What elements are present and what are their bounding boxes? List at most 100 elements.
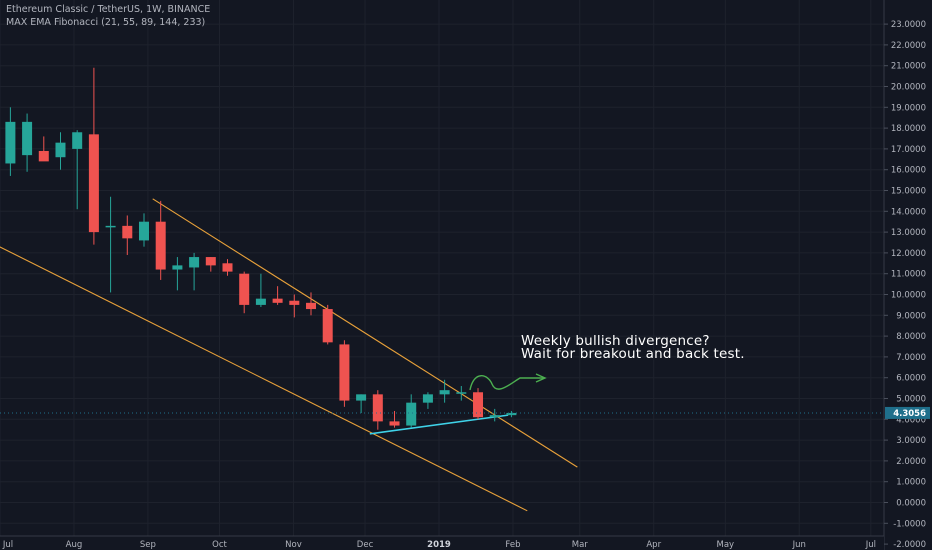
time-tick-label: Dec <box>357 540 374 550</box>
candle-body[interactable] <box>189 257 200 268</box>
candle-body[interactable] <box>72 132 83 149</box>
candle-up[interactable] <box>189 252 200 291</box>
candle-body[interactable] <box>138 221 149 241</box>
candle-up[interactable] <box>506 410 517 418</box>
candle-down[interactable] <box>239 271 250 314</box>
candle-body[interactable] <box>506 412 517 416</box>
candle-up[interactable] <box>422 392 433 409</box>
candle-body[interactable] <box>88 134 99 233</box>
candle-body[interactable] <box>222 263 233 272</box>
candle-down[interactable] <box>122 215 133 255</box>
candle-up[interactable] <box>456 386 467 401</box>
candle-up[interactable] <box>356 394 367 414</box>
candle-down[interactable] <box>372 390 383 430</box>
candle-body[interactable] <box>155 221 166 270</box>
candle-down[interactable] <box>38 136 49 162</box>
price-tick-label: 6.0000 <box>896 374 926 384</box>
time-tick-label: Jul <box>2 540 13 550</box>
candle-up[interactable] <box>22 113 33 172</box>
candle-up[interactable] <box>406 394 417 428</box>
candle-up[interactable] <box>138 213 149 247</box>
candle-down[interactable] <box>272 286 283 305</box>
trendlines[interactable] <box>0 198 578 512</box>
candle-body[interactable] <box>55 142 66 158</box>
price-tick-label: 2.0000 <box>896 457 926 467</box>
candle-body[interactable] <box>105 225 116 228</box>
candle-up[interactable] <box>105 196 116 293</box>
candle-up[interactable] <box>72 130 83 210</box>
price-tick-label: 21.0000 <box>891 62 926 72</box>
time-tick-label: Mar <box>572 540 589 550</box>
candle-down[interactable] <box>306 292 317 316</box>
price-tick-label: 8.0000 <box>896 332 926 342</box>
time-tick-label: Apr <box>646 540 661 550</box>
price-tick-label: 16.0000 <box>891 166 926 176</box>
candle-body[interactable] <box>306 302 317 310</box>
candle-down[interactable] <box>289 294 300 318</box>
price-tick-label: 9.0000 <box>896 311 926 321</box>
candle-up[interactable] <box>489 408 500 422</box>
candle-up[interactable] <box>55 132 66 170</box>
trendline-lower-channel[interactable] <box>0 245 528 512</box>
candle-down[interactable] <box>339 340 350 407</box>
price-tick-label: 22.0000 <box>891 41 926 51</box>
price-tick-label: 19.0000 <box>891 103 926 113</box>
price-tick-label: 15.0000 <box>891 187 926 197</box>
last-price-tag-box <box>885 406 930 419</box>
price-tick-label: 23.0000 <box>891 20 926 30</box>
price-tick-label: 1.0000 <box>896 478 926 488</box>
candle-down[interactable] <box>205 257 216 272</box>
candle-body[interactable] <box>356 394 367 401</box>
candles[interactable] <box>0 67 884 430</box>
price-tick-label: -1.0000 <box>893 519 926 529</box>
candle-body[interactable] <box>422 394 433 403</box>
candle-down[interactable] <box>155 200 166 280</box>
candle-body[interactable] <box>172 265 183 270</box>
candle-body[interactable] <box>5 121 16 164</box>
candle-up[interactable] <box>172 257 183 291</box>
candle-body[interactable] <box>289 300 300 305</box>
time-tick-label: Feb <box>505 540 520 550</box>
candle-body[interactable] <box>38 150 49 162</box>
candle-body[interactable] <box>272 298 283 303</box>
candle-down[interactable] <box>473 388 484 420</box>
candle-up[interactable] <box>439 379 450 403</box>
annotation-line-1: Weekly bullish divergence? <box>521 333 710 349</box>
candle-down[interactable] <box>389 410 400 428</box>
annotation-arrow <box>469 373 547 391</box>
time-axis[interactable]: Jul Aug Sep Oct Nov Dec 2019 Feb Mar Apr May Jun Jul <box>0 535 884 550</box>
candle-up[interactable] <box>255 273 266 307</box>
candle-body[interactable] <box>473 392 484 418</box>
candle-body[interactable] <box>389 421 400 426</box>
candle-up[interactable] <box>5 107 16 176</box>
candle-body[interactable] <box>489 415 500 418</box>
candle-body[interactable] <box>439 390 450 395</box>
price-tick-label: 10.0000 <box>891 291 926 301</box>
price-tick-label: 17.0000 <box>891 145 926 155</box>
price-tick-label: 7.0000 <box>896 353 926 363</box>
price-tick-label: 5.0000 <box>896 395 926 405</box>
candle-body[interactable] <box>22 121 33 156</box>
candle-body[interactable] <box>406 402 417 426</box>
candle-body[interactable] <box>339 344 350 401</box>
candle-body[interactable] <box>456 392 467 394</box>
candle-down[interactable] <box>222 259 233 276</box>
price-tick-label: 12.0000 <box>891 249 926 259</box>
candle-body[interactable] <box>205 257 216 266</box>
candle-body[interactable] <box>239 273 250 305</box>
trendline-upper-channel[interactable] <box>152 198 578 468</box>
trendline-divergence-support[interactable] <box>369 414 509 435</box>
candle-down[interactable] <box>88 67 99 245</box>
candle-body[interactable] <box>122 225 133 239</box>
last-price-tag: 4.3056 <box>885 406 930 419</box>
grid <box>0 0 884 545</box>
candle-down[interactable] <box>322 304 333 345</box>
price-axis[interactable]: -2.0000 -1.0000 0.0000 1.0000 2.0000 3.0000 4.… <box>883 0 932 550</box>
time-tick-label: Sep <box>140 540 156 550</box>
indicator-label[interactable]: MAX EMA Fibonacci (21, 55, 89, 144, 233) <box>6 17 206 28</box>
candle-body[interactable] <box>322 309 333 343</box>
candle-body[interactable] <box>255 298 266 305</box>
candle-body[interactable] <box>372 394 383 422</box>
symbol-title[interactable]: Ethereum Classic / TetherUS, 1W, BINANCE <box>6 4 211 15</box>
